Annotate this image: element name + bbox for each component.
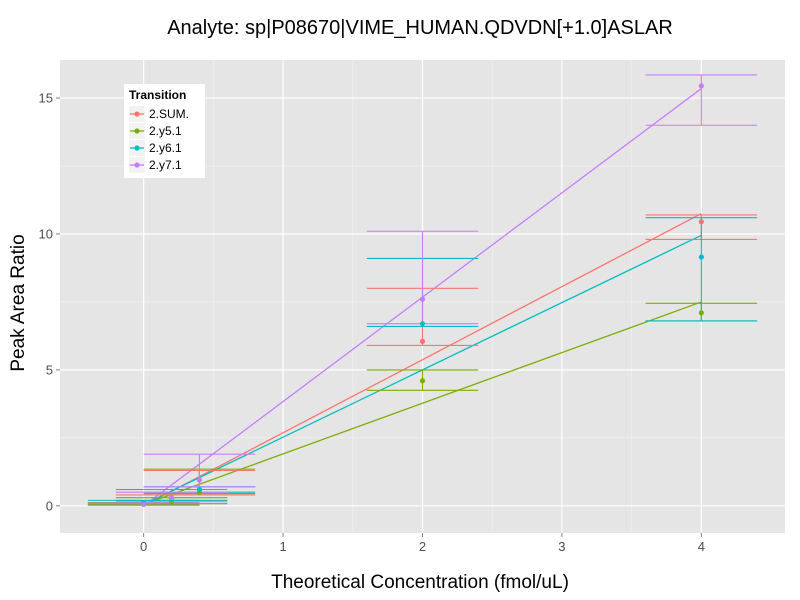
legend-label: 2.y7.1 [149, 158, 182, 172]
data-point [698, 310, 704, 316]
data-point [196, 486, 203, 493]
data-point [168, 495, 175, 501]
legend: Transition 2.SUM. 2.y5.1 2.y6.1 2.y7.1 [124, 84, 205, 178]
data-point [698, 254, 704, 260]
legend-title: Transition [129, 88, 186, 102]
x-tick-label: 1 [279, 539, 286, 554]
x-tick-label: 3 [558, 539, 565, 554]
data-point [419, 338, 426, 344]
y-axis-title: Peak Area Ratio [8, 234, 29, 371]
data-point [419, 321, 426, 327]
y-tick-label: 15 [39, 91, 53, 106]
x-tick-label: 2 [419, 539, 426, 554]
data-point [419, 296, 426, 302]
legend-label: 2.y5.1 [149, 124, 182, 138]
y-tick-label: 10 [39, 226, 53, 241]
chart-title: Analyte: sp|P08670|VIME_HUMAN.QDVDN[+1.0… [167, 17, 673, 39]
legend-label: 2.y6.1 [149, 141, 182, 155]
legend-key-point [134, 145, 140, 151]
legend-key-point [134, 162, 140, 168]
fit-line [143, 213, 702, 507]
x-axis-ticks: 0 1 2 3 4 [140, 533, 705, 554]
data-point [196, 477, 203, 483]
legend-items: 2.SUM. 2.y5.1 2.y6.1 2.y7.1 [129, 106, 189, 173]
x-tick-label: 0 [140, 539, 147, 554]
data-point [141, 501, 147, 508]
legend-label: 2.SUM. [149, 107, 189, 121]
data-point [698, 219, 704, 225]
data-points [141, 83, 704, 508]
data-point [419, 378, 426, 384]
legend-key-point [134, 128, 140, 134]
x-axis-title: Theoretical Concentration (fmol/uL) [271, 572, 569, 593]
y-tick-label: 5 [46, 362, 53, 377]
x-tick-label: 4 [698, 539, 705, 554]
y-tick-label: 0 [46, 498, 53, 513]
data-point [698, 83, 704, 89]
y-axis-ticks: 0 5 10 15 [39, 91, 60, 513]
legend-key-point [134, 111, 140, 117]
